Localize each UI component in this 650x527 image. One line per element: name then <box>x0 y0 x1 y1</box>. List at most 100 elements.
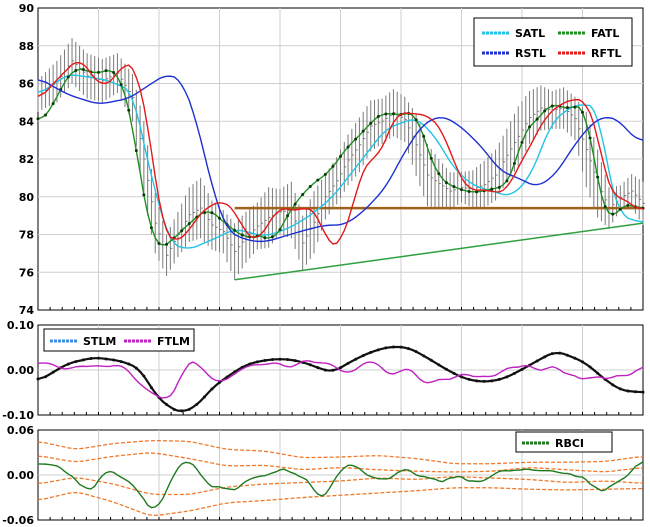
stlm-point <box>391 345 395 349</box>
fatl-point <box>520 140 524 144</box>
y-tick-label: 0.10 <box>7 319 34 332</box>
stlm-point <box>278 357 282 361</box>
stlm-point <box>414 350 418 354</box>
stlm-point <box>346 361 350 365</box>
ftlm-series-line <box>37 360 644 399</box>
fatl-point <box>112 70 116 74</box>
y-tick-label: 0.00 <box>7 364 34 377</box>
stlm-point <box>497 377 501 381</box>
fatl-point <box>528 125 532 129</box>
fatl-point <box>512 161 516 165</box>
stlm-point <box>308 363 312 367</box>
fatl-point <box>452 185 456 189</box>
stlm-point <box>558 351 562 355</box>
fatl-point <box>218 216 221 220</box>
y-tick-label: 84 <box>19 115 35 128</box>
stlm-point <box>316 366 320 370</box>
fatl-point <box>187 222 191 226</box>
legend-box <box>43 328 195 352</box>
fatl-point <box>51 102 55 106</box>
legend-label-satl: SATL <box>515 27 545 40</box>
fatl-point <box>308 185 312 189</box>
fatl-point <box>618 207 622 211</box>
stlm-point <box>490 379 494 383</box>
fatl-point <box>323 172 327 176</box>
fatl-point <box>596 175 600 179</box>
fatl-point <box>127 108 131 112</box>
fatl-point <box>270 235 274 239</box>
stlm-point <box>354 357 358 361</box>
stlm-point <box>218 380 221 384</box>
fatl-point <box>611 212 615 216</box>
support-trend-line <box>234 222 644 281</box>
rbci-panel: -0.06 0.00 0.06 RBCI <box>2 424 644 527</box>
stlm-point <box>444 367 448 371</box>
fatl-point <box>316 178 320 182</box>
stlm-point <box>626 389 630 393</box>
stlm-point <box>97 356 100 360</box>
stlm-point <box>460 375 463 379</box>
fatl-point <box>293 202 297 206</box>
stlm-point <box>81 358 85 362</box>
stlm-point <box>535 359 539 363</box>
stlm-point <box>142 374 146 378</box>
fatl-point <box>346 145 350 149</box>
stlm-point <box>520 367 524 371</box>
stlm-point <box>195 402 199 406</box>
stlm-point <box>482 379 486 383</box>
stlm-point <box>407 347 411 351</box>
stlm-ftlm-panel: -0.10 0.00 0.10 STLM FTLM <box>2 319 645 422</box>
stlm-point <box>44 375 48 379</box>
fatl-point <box>165 242 169 246</box>
stlm-point <box>149 386 153 390</box>
stlm-point <box>565 353 569 357</box>
fatl-point <box>301 192 305 196</box>
y-tick-label: 0.06 <box>7 424 34 437</box>
fatl-point <box>278 228 282 232</box>
fatl-point <box>331 164 335 168</box>
legend-box <box>473 17 633 67</box>
fatl-point <box>157 242 161 246</box>
fatl-point <box>134 149 138 153</box>
fatl-point <box>210 211 214 215</box>
stlm-point <box>429 358 433 362</box>
fatl-point <box>535 117 539 121</box>
fatl-point <box>66 75 70 79</box>
y-tick-label: 76 <box>19 266 35 279</box>
fatl-point <box>626 203 630 207</box>
fatl-point <box>490 187 494 191</box>
fatl-point <box>361 129 365 133</box>
legend-label-stlm: STLM <box>83 335 116 348</box>
stlm-point <box>618 387 622 391</box>
fatl-point <box>369 121 373 125</box>
fatl-point <box>142 193 146 197</box>
stlm-point <box>270 358 274 362</box>
legend-label-rstl: RSTL <box>515 47 546 60</box>
stlm-point <box>588 365 592 369</box>
fatl-point <box>550 104 554 108</box>
stlm-point <box>331 368 335 372</box>
fatl-point <box>573 105 577 109</box>
stlm-point <box>452 371 456 375</box>
stlm-point <box>172 407 176 411</box>
stlm-point <box>293 359 297 363</box>
stlm-point <box>361 354 365 358</box>
fatl-point <box>240 233 244 237</box>
y-tick-label: 74 <box>19 304 35 317</box>
stlm-point <box>74 360 78 364</box>
stlm-point <box>180 409 184 413</box>
rbci-band-line <box>37 476 644 496</box>
fatl-point <box>588 136 592 140</box>
stlm-point <box>543 355 547 359</box>
stlm-point <box>248 362 252 366</box>
legend-label-rbci: RBCI <box>555 437 584 450</box>
stlm-point <box>127 362 131 366</box>
price-panel: 74 76 78 80 82 84 86 88 90 SATL FATL RSTL RFTL <box>19 2 645 317</box>
stlm-point <box>202 395 206 399</box>
stlm-point <box>611 383 615 387</box>
fatl-point <box>603 205 607 209</box>
legend-label-ftlm: FTLM <box>157 335 190 348</box>
fatl-point <box>36 117 40 121</box>
fatl-point <box>286 214 290 218</box>
satl-series-line <box>37 74 644 249</box>
